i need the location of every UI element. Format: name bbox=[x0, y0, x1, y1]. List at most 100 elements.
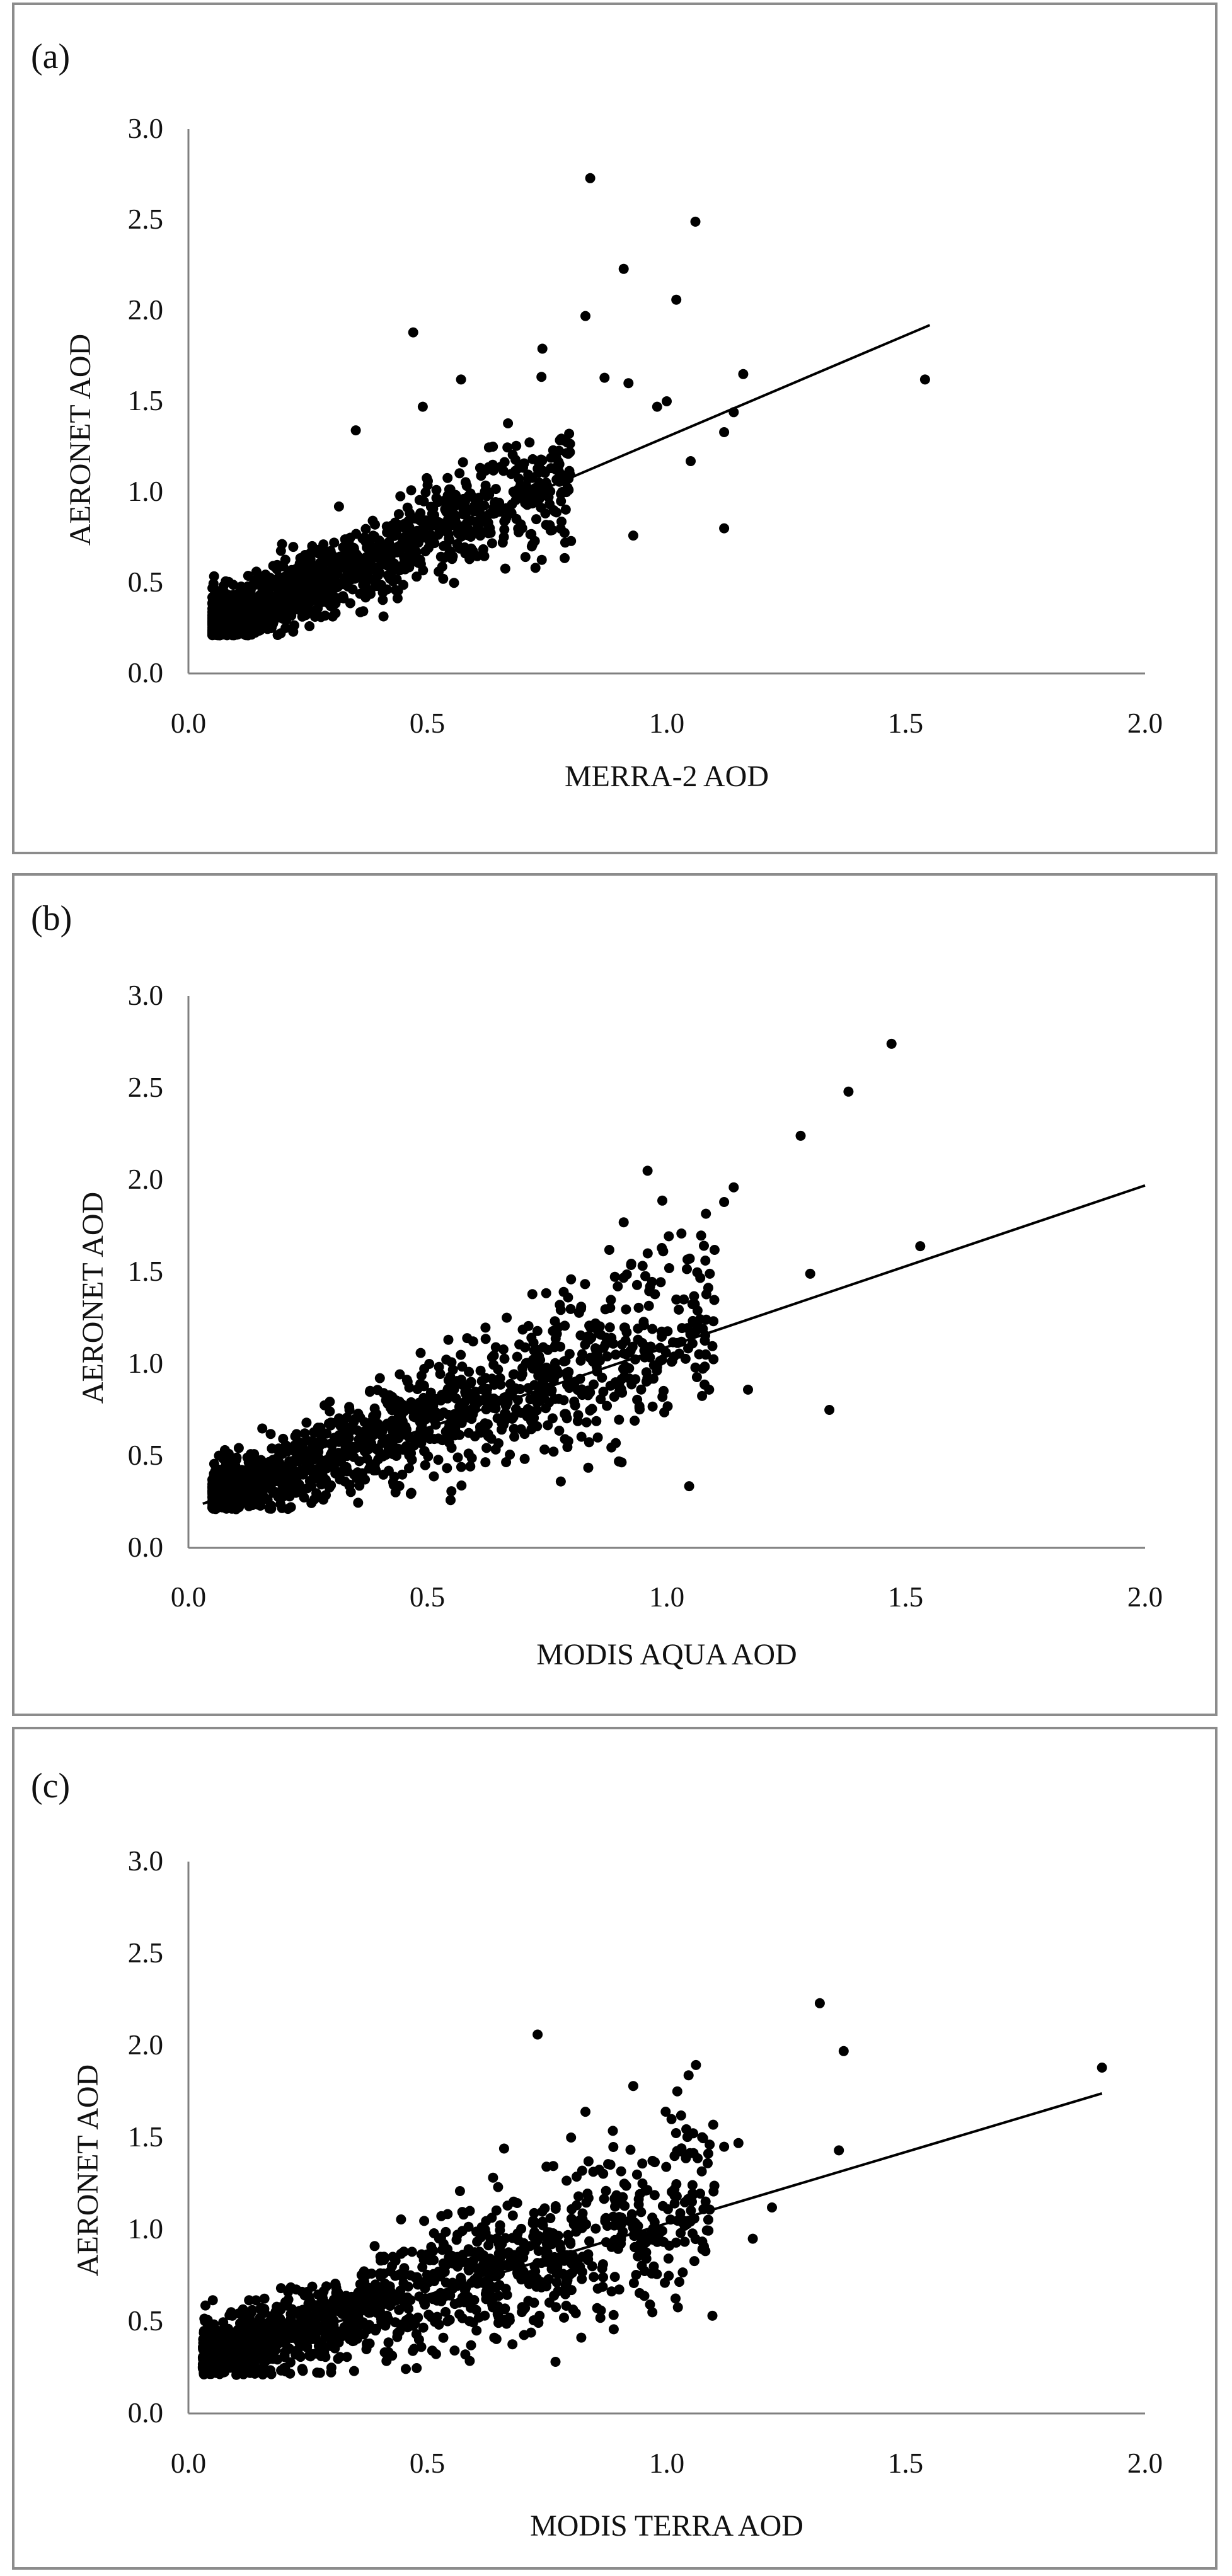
data-point bbox=[463, 1428, 474, 1438]
data-point bbox=[570, 1400, 580, 1411]
data-point bbox=[561, 1368, 572, 1378]
data-point bbox=[636, 2207, 647, 2218]
data-point bbox=[619, 2178, 630, 2189]
data-point bbox=[405, 535, 416, 546]
data-point bbox=[479, 500, 490, 511]
data-point bbox=[609, 1392, 619, 1402]
data-point bbox=[326, 2367, 337, 2378]
data-point bbox=[527, 539, 538, 550]
data-point bbox=[284, 2344, 295, 2354]
data-point bbox=[282, 1504, 293, 1514]
data-point bbox=[384, 537, 394, 547]
data-point bbox=[362, 2338, 372, 2349]
data-point bbox=[555, 1476, 566, 1487]
chart-panel-a: (a) AERONET AOD MERRA-2 AOD 0.0 0.5 1.0 … bbox=[12, 3, 1218, 854]
data-point bbox=[553, 1368, 564, 1378]
data-point bbox=[301, 2320, 312, 2330]
data-point bbox=[425, 1434, 435, 1444]
data-point bbox=[330, 1468, 341, 1479]
data-point bbox=[662, 2204, 673, 2214]
data-point bbox=[304, 605, 315, 616]
data-point bbox=[562, 2275, 573, 2286]
data-point bbox=[519, 2330, 529, 2340]
data-point bbox=[456, 1417, 467, 1428]
data-point bbox=[395, 491, 406, 501]
data-point bbox=[492, 2258, 502, 2269]
data-point bbox=[456, 1480, 467, 1491]
data-point bbox=[573, 2191, 584, 2202]
y-tick-label: 2.5 bbox=[128, 203, 163, 235]
data-point bbox=[388, 576, 398, 587]
data-point bbox=[647, 1401, 658, 1412]
data-point bbox=[550, 2201, 561, 2211]
data-point bbox=[471, 2263, 482, 2274]
data-point bbox=[647, 1276, 657, 1287]
data-point bbox=[532, 1325, 543, 1336]
data-point bbox=[214, 1472, 225, 1482]
data-point bbox=[481, 491, 492, 501]
data-point bbox=[291, 563, 302, 574]
data-point bbox=[451, 2235, 462, 2245]
data-point bbox=[546, 463, 556, 474]
data-point bbox=[353, 1440, 364, 1451]
data-point bbox=[524, 437, 535, 448]
data-point bbox=[471, 2325, 482, 2336]
data-point bbox=[555, 2243, 566, 2254]
data-point bbox=[626, 1379, 637, 1390]
data-point bbox=[434, 566, 444, 577]
data-point bbox=[596, 1394, 606, 1404]
data-point bbox=[494, 2238, 504, 2248]
data-point bbox=[408, 2345, 418, 2356]
data-point bbox=[555, 1300, 565, 1310]
data-point bbox=[442, 2316, 453, 2327]
data-point bbox=[446, 1443, 457, 1453]
x-axis-label: MODIS AQUA AOD bbox=[536, 1638, 797, 1671]
data-point bbox=[531, 1344, 541, 1354]
data-point bbox=[558, 1286, 569, 1297]
data-point bbox=[375, 2268, 386, 2279]
data-point bbox=[531, 514, 541, 525]
data-point bbox=[446, 1486, 457, 1497]
data-point bbox=[398, 2247, 409, 2257]
outlier-point bbox=[580, 2107, 590, 2117]
data-point bbox=[708, 2119, 718, 2130]
data-point bbox=[367, 515, 378, 526]
data-point bbox=[649, 2190, 660, 2201]
data-point bbox=[530, 563, 541, 573]
data-point bbox=[415, 1348, 426, 1358]
data-point bbox=[488, 442, 498, 452]
data-point bbox=[481, 2294, 492, 2304]
data-point bbox=[359, 532, 370, 543]
data-point bbox=[512, 1351, 522, 1362]
data-point bbox=[554, 1426, 565, 1436]
data-point bbox=[291, 1475, 302, 1485]
y-tick-label: 3.0 bbox=[128, 980, 163, 1011]
data-point bbox=[505, 1450, 515, 1460]
data-point bbox=[276, 581, 287, 592]
data-point bbox=[649, 2217, 660, 2228]
data-point bbox=[217, 1499, 227, 1509]
data-point bbox=[703, 2225, 714, 2236]
data-point bbox=[570, 2308, 581, 2318]
data-point bbox=[618, 1273, 629, 1283]
data-point bbox=[677, 2267, 688, 2278]
data-point bbox=[321, 1475, 331, 1485]
data-point bbox=[444, 534, 454, 544]
data-point bbox=[700, 2196, 711, 2207]
data-point bbox=[318, 539, 329, 550]
x-tick-labels: 0.0 0.5 1.0 1.5 2.0 bbox=[171, 1581, 1163, 1613]
data-point bbox=[675, 2208, 686, 2219]
data-point bbox=[691, 1372, 702, 1382]
data-point bbox=[522, 2241, 533, 2252]
data-point bbox=[486, 538, 497, 549]
data-point bbox=[480, 2310, 490, 2321]
data-point bbox=[625, 2144, 636, 2155]
y-tick-label: 2.5 bbox=[128, 1937, 163, 1969]
outlier-point bbox=[686, 456, 696, 466]
data-point bbox=[682, 1264, 692, 1274]
outlier-point bbox=[733, 2138, 744, 2148]
outlier-point bbox=[747, 2233, 758, 2244]
data-point bbox=[314, 2367, 325, 2378]
data-point bbox=[536, 491, 546, 501]
data-point bbox=[597, 2259, 608, 2270]
